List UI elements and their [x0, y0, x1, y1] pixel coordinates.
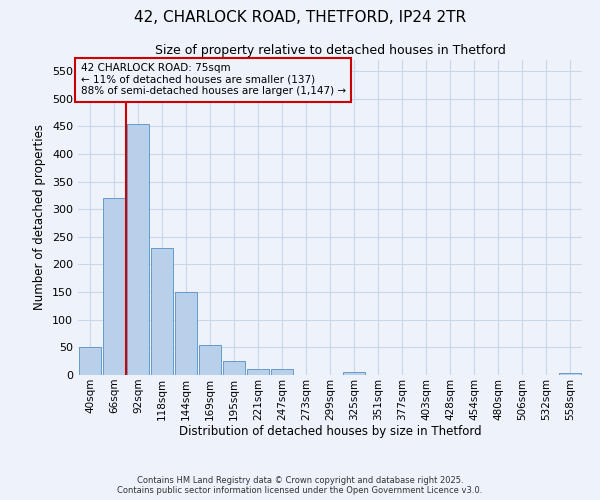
Text: 42 CHARLOCK ROAD: 75sqm
← 11% of detached houses are smaller (137)
88% of semi-d: 42 CHARLOCK ROAD: 75sqm ← 11% of detache… [80, 63, 346, 96]
Bar [175, 292, 197, 375]
Bar [559, 373, 581, 375]
Bar [343, 372, 365, 375]
Bar [223, 361, 245, 375]
Y-axis label: Number of detached properties: Number of detached properties [34, 124, 46, 310]
Bar [127, 124, 149, 375]
Bar [103, 198, 125, 375]
Text: 42, CHARLOCK ROAD, THETFORD, IP24 2TR: 42, CHARLOCK ROAD, THETFORD, IP24 2TR [134, 10, 466, 25]
Bar [79, 348, 101, 375]
Bar [271, 370, 293, 375]
Bar [247, 370, 269, 375]
Text: Contains HM Land Registry data © Crown copyright and database right 2025.
Contai: Contains HM Land Registry data © Crown c… [118, 476, 482, 495]
Title: Size of property relative to detached houses in Thetford: Size of property relative to detached ho… [155, 44, 505, 58]
Bar [199, 344, 221, 375]
X-axis label: Distribution of detached houses by size in Thetford: Distribution of detached houses by size … [179, 426, 481, 438]
Bar [151, 248, 173, 375]
